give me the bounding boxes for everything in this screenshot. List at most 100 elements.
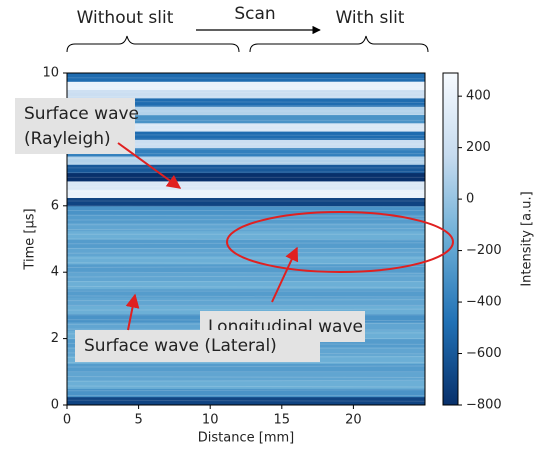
colorbar-tick-label: 400 xyxy=(466,89,491,104)
heat-row xyxy=(67,147,425,157)
annotation: Surface wave xyxy=(24,104,139,124)
texture xyxy=(66,308,426,311)
colorbar-tick-label: −200 xyxy=(466,243,502,258)
x-tick-label: 20 xyxy=(345,413,362,428)
texture xyxy=(66,399,426,402)
y-tick-label: 10 xyxy=(42,66,59,81)
texture xyxy=(66,191,426,194)
texture xyxy=(66,265,426,268)
texture xyxy=(66,228,426,231)
heat-row xyxy=(67,139,425,149)
heat-row xyxy=(67,272,425,281)
x-tick-label: 5 xyxy=(134,413,142,428)
texture xyxy=(66,80,426,83)
annotation-box xyxy=(75,330,320,362)
heat-row xyxy=(67,288,425,298)
x-tick-label: 15 xyxy=(274,413,291,428)
y-tick-label: 2 xyxy=(51,331,59,346)
colorbar-tick-label: −400 xyxy=(466,295,502,310)
heat-row xyxy=(67,205,425,215)
colorbar-tick-label: −800 xyxy=(466,398,502,413)
heat-row xyxy=(67,230,425,240)
texture xyxy=(66,251,426,254)
heat-row xyxy=(67,114,425,124)
bracket xyxy=(249,35,429,53)
x-tick-label: 0 xyxy=(63,413,71,428)
texture xyxy=(66,385,426,388)
annotation-arrow xyxy=(271,246,299,303)
heat-row xyxy=(67,189,425,198)
heat-row xyxy=(67,81,425,91)
annotation-arrow xyxy=(117,142,182,189)
colorbar xyxy=(442,72,459,406)
texture xyxy=(66,285,426,288)
texture xyxy=(66,389,426,392)
heat-row xyxy=(67,89,425,99)
header-label: Scan xyxy=(234,4,275,24)
texture xyxy=(66,262,426,265)
colorbar-tick-label: 200 xyxy=(466,140,491,155)
annotation: Surface wave (Lateral) xyxy=(84,336,277,356)
texture xyxy=(66,271,426,274)
heat-row xyxy=(67,73,425,82)
heat-row xyxy=(67,263,425,273)
highlight-ellipse xyxy=(226,211,454,273)
heat-row xyxy=(67,305,425,315)
heat-row xyxy=(67,172,425,182)
annotation: (Rayleigh) xyxy=(24,129,111,149)
colorbar-tick-label: −600 xyxy=(466,346,502,361)
texture xyxy=(66,181,426,184)
heat-row xyxy=(67,396,425,406)
heat-row xyxy=(67,280,425,290)
plot-frame xyxy=(66,72,426,406)
x-tick-label: 10 xyxy=(202,413,219,428)
axes: 0510152002468104002000−200−400−600−800 xyxy=(42,66,501,428)
heat-row xyxy=(67,247,425,257)
y-tick-label: 4 xyxy=(51,265,59,280)
bracket xyxy=(66,35,240,53)
heat-row xyxy=(67,214,425,223)
annotation-arrow xyxy=(125,293,140,331)
y-tick-label: 6 xyxy=(51,198,59,213)
texture xyxy=(66,91,426,94)
heat-row xyxy=(67,197,425,207)
annotation-box xyxy=(15,98,135,154)
texture xyxy=(66,218,426,221)
texture xyxy=(66,379,426,382)
heat-row xyxy=(67,371,425,381)
texture xyxy=(66,194,426,197)
heat-row xyxy=(67,388,425,398)
texture xyxy=(66,365,426,368)
heat-row xyxy=(67,122,425,132)
heat-row xyxy=(67,164,425,174)
header-label: Without slit xyxy=(77,8,174,28)
texture xyxy=(66,214,426,217)
heat-row xyxy=(67,106,425,115)
texture xyxy=(66,275,426,278)
texture xyxy=(66,238,426,241)
heat-row xyxy=(67,380,425,389)
y-tick-label: 0 xyxy=(51,398,59,413)
texture xyxy=(66,205,426,208)
colorbar-label: Intensity [a.u.] xyxy=(520,191,535,286)
heat-row xyxy=(67,255,425,265)
heat-row xyxy=(67,239,425,248)
heat-row xyxy=(67,222,425,232)
colorbar-tick-label: 0 xyxy=(466,192,474,207)
texture xyxy=(66,171,426,174)
texture xyxy=(66,161,426,164)
heat-row xyxy=(67,363,425,373)
texture xyxy=(66,242,426,245)
heat-row xyxy=(67,131,425,140)
texture xyxy=(66,376,426,379)
texture xyxy=(66,77,426,80)
heat-row xyxy=(67,156,425,165)
header-label: With slit xyxy=(336,8,405,28)
x-axis-label: Distance [mm] xyxy=(198,431,294,446)
texture xyxy=(66,185,426,188)
heat-row xyxy=(67,297,425,306)
heat-row xyxy=(67,180,425,190)
texture xyxy=(66,157,426,160)
y-axis-label: Time [µs] xyxy=(23,208,38,270)
